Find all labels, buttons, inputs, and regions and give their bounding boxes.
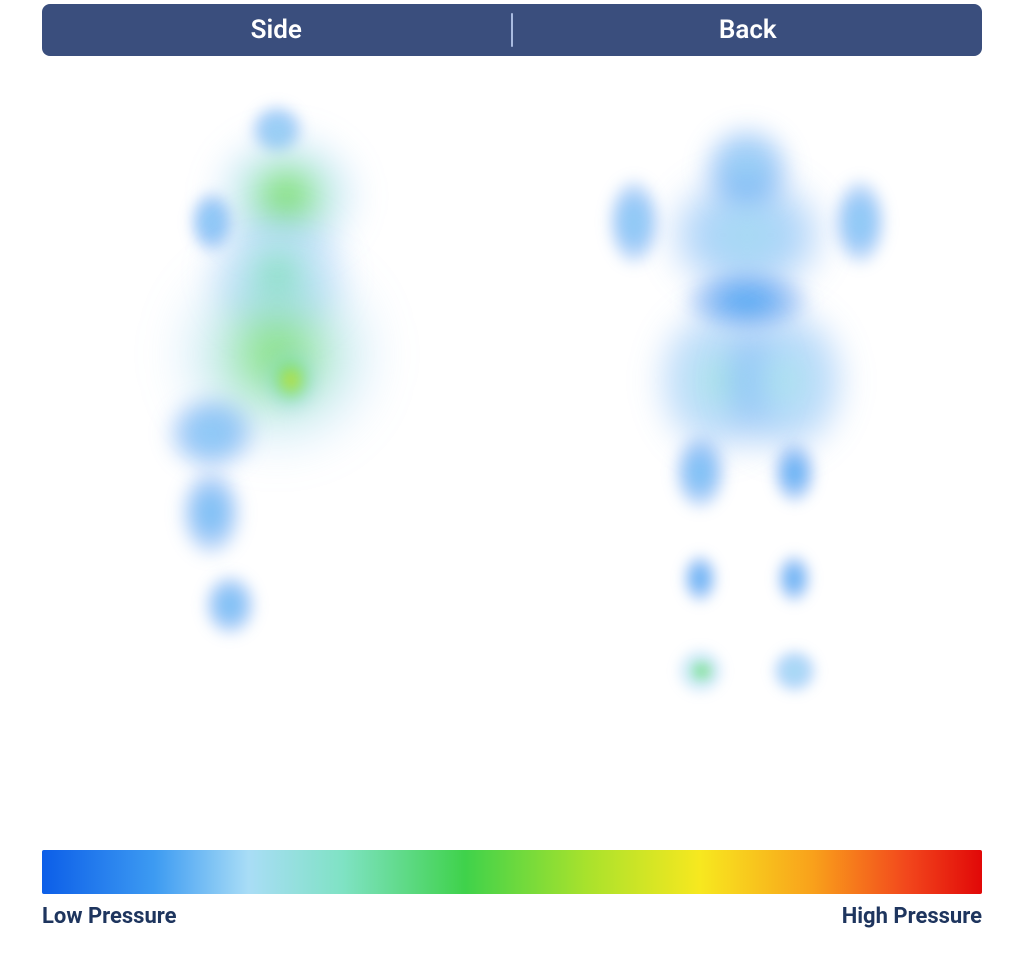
pressure-blob bbox=[178, 466, 244, 558]
pressure-blob bbox=[719, 301, 851, 459]
color-legend-labels: Low Pressure High Pressure bbox=[42, 904, 982, 929]
pressure-blob bbox=[263, 347, 319, 413]
position-tabs: Side Back bbox=[42, 4, 982, 56]
pressure-blob bbox=[681, 552, 719, 605]
tab-label: Back bbox=[719, 15, 777, 45]
pressure-blob bbox=[606, 176, 662, 268]
pressure-map-view: Side Back Low Pressure High Pressure bbox=[0, 0, 1024, 969]
pressure-blob bbox=[202, 572, 258, 638]
tab-side[interactable]: Side bbox=[42, 4, 511, 56]
pressure-panel-back bbox=[512, 90, 982, 750]
legend-high-label: High Pressure bbox=[842, 904, 982, 929]
pressure-blob bbox=[775, 552, 813, 605]
pressure-blob bbox=[672, 433, 728, 512]
pressure-blob bbox=[698, 663, 712, 679]
pressure-blob bbox=[771, 648, 818, 694]
legend-low-label: Low Pressure bbox=[42, 904, 177, 929]
pressure-maps bbox=[42, 90, 982, 750]
pressure-blob bbox=[164, 394, 258, 473]
tab-back[interactable]: Back bbox=[513, 4, 982, 56]
pressure-blob bbox=[832, 176, 888, 268]
pressure-panel-side bbox=[42, 90, 512, 750]
tab-label: Side bbox=[251, 15, 302, 45]
pressure-blob bbox=[771, 440, 818, 506]
color-legend-bar bbox=[42, 850, 982, 894]
